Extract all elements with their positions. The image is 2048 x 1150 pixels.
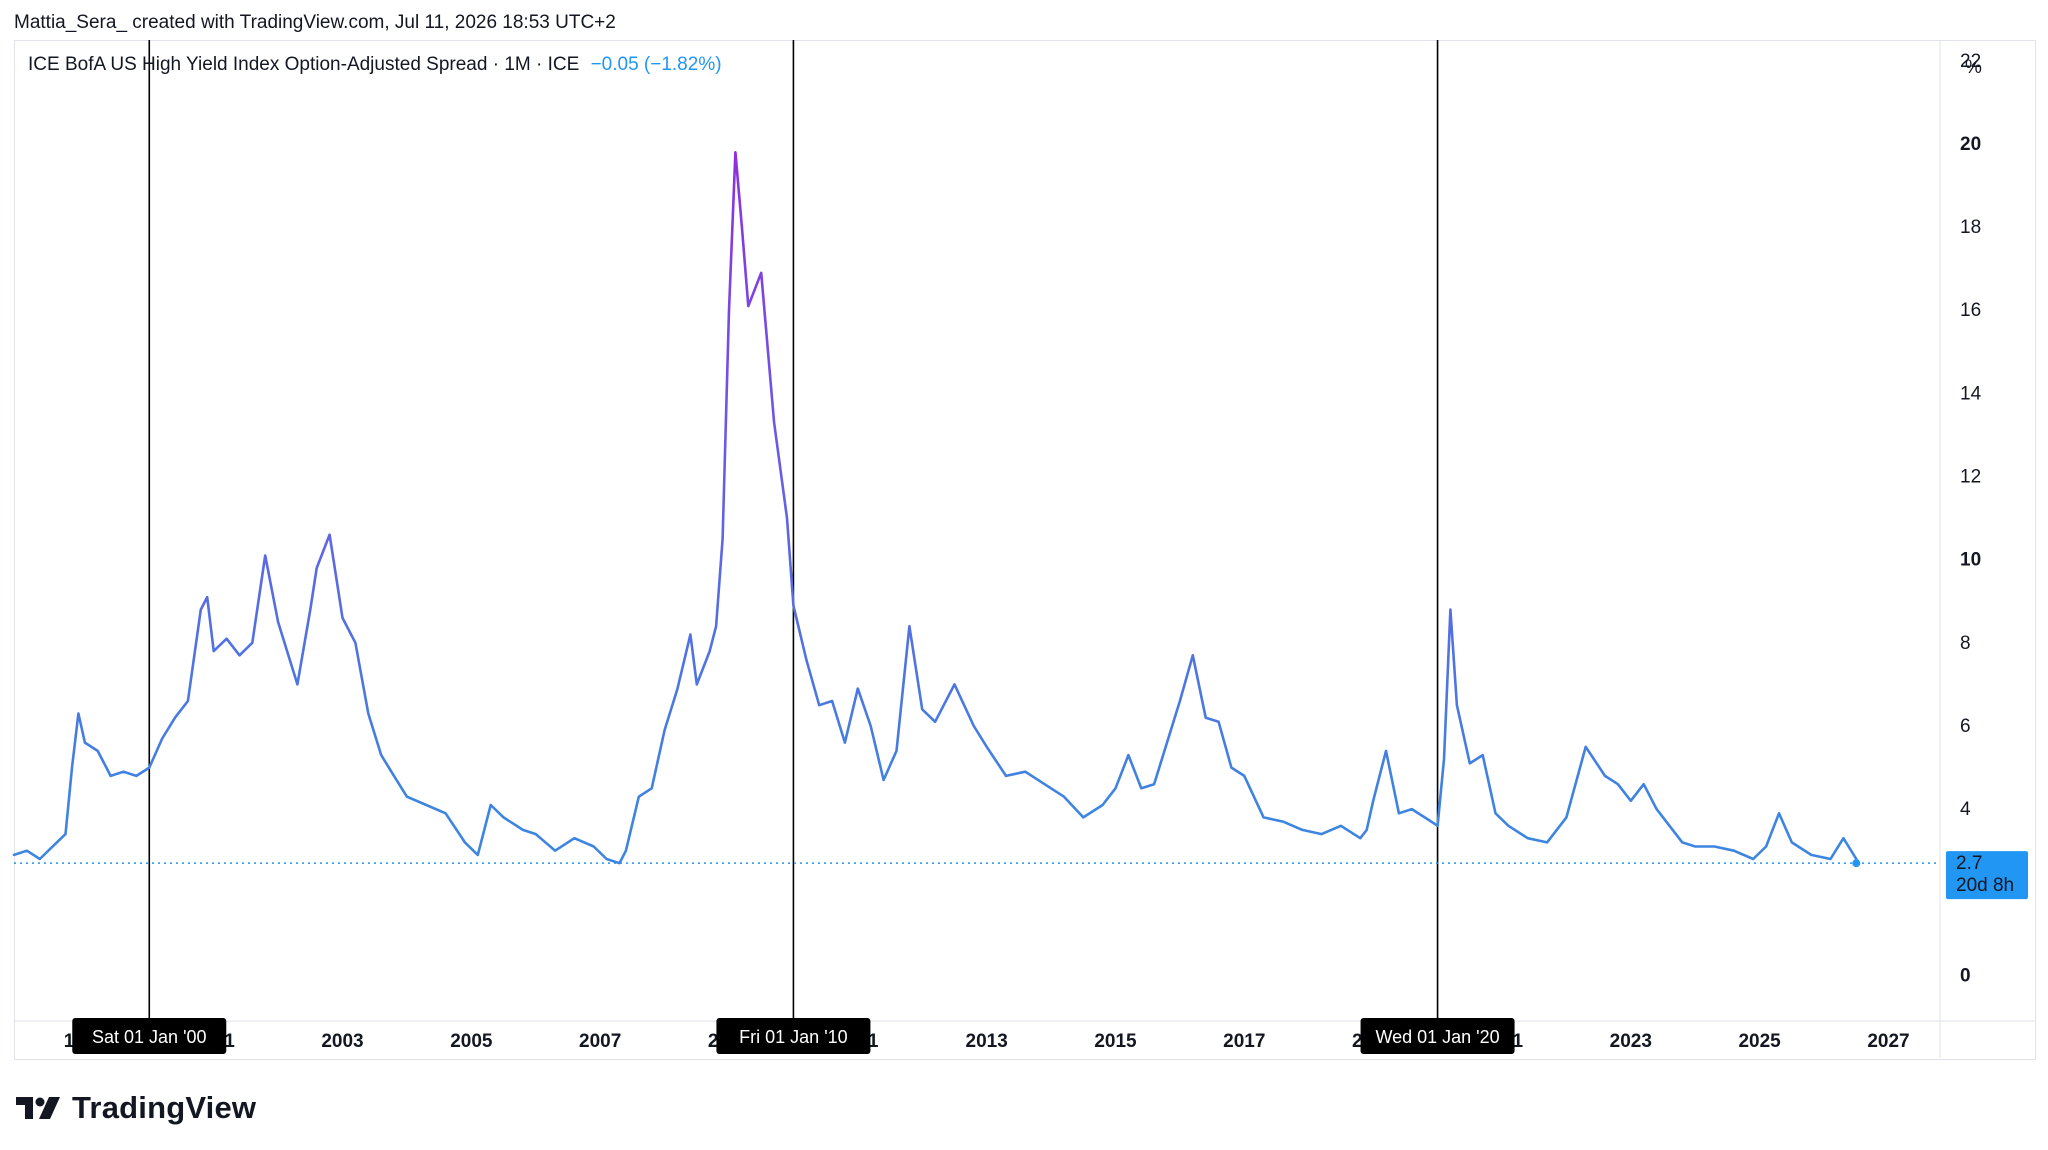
x-tick-label: 2027	[1867, 1031, 1909, 1052]
x-tick-label: 2025	[1738, 1031, 1781, 1052]
vertical-marker-label-box	[716, 1018, 871, 1054]
y-tick-label: 8	[1960, 633, 1971, 654]
chart-credit: Mattia_Sera_ created with TradingView.co…	[14, 12, 616, 33]
y-tick-label: 18	[1960, 217, 1981, 238]
price-scale-tag: 2.7 20d 8h	[1946, 851, 2028, 900]
tradingview-brand[interactable]: TradingView	[16, 1090, 256, 1126]
chart-frame	[14, 40, 2036, 1060]
price-scale-tag-box	[1946, 851, 2028, 900]
vertical-marker-label: Sat 01 Jan '00	[92, 1027, 207, 1047]
y-tick-label: 10	[1960, 550, 1981, 571]
y-tick-label: 6	[1960, 716, 1971, 737]
series-line[interactable]	[12, 151, 1858, 865]
vertical-markers-layer: Sat 01 Jan '00 Fri 01 Jan '10 Wed 01 Jan '…	[72, 40, 1515, 1054]
y-tick-label: 12	[1960, 467, 1981, 488]
brand-name: TradingView	[72, 1090, 257, 1125]
vertical-marker-label: Fri 01 Jan '10	[739, 1027, 848, 1047]
axes-layer: 0246810121416182022199920012003200520072…	[14, 40, 2036, 1058]
last-value-dot	[1852, 859, 1861, 868]
y-tick-label: 0	[1960, 965, 1971, 986]
y-tick-label: 4	[1960, 799, 1971, 820]
vertical-marker-label: Wed 01 Jan '20	[1375, 1027, 1499, 1047]
axis-unit-label: %	[1965, 57, 1982, 78]
x-tick-label: 2007	[579, 1031, 621, 1052]
x-tick-label: 2023	[1610, 1031, 1652, 1052]
x-tick-label: 2005	[450, 1031, 493, 1052]
x-tick-label: 2013	[966, 1031, 1008, 1052]
legend-title: ICE BofA US High Yield Index Option-Adju…	[28, 54, 580, 75]
price-scale-tag-value: 2.7	[1956, 853, 1982, 874]
tradingview-logo-icon	[16, 1095, 62, 1121]
y-tick-label: 22	[1960, 51, 1981, 72]
x-tick-label: 2015	[1094, 1031, 1137, 1052]
price-scale-tag-countdown: 20d 8h	[1956, 875, 2014, 896]
y-tick-label: 16	[1960, 300, 1981, 321]
series-layer	[12, 151, 1858, 865]
vertical-marker-label-box	[72, 1018, 227, 1054]
vertical-marker-label-box	[1360, 1018, 1515, 1054]
legend-change: −0.05 (−1.82%)	[590, 54, 722, 75]
series-legend[interactable]: ICE BofA US High Yield Index Option-Adju…	[28, 54, 722, 76]
y-tick-label: 20	[1960, 134, 1981, 155]
x-tick-label: 2017	[1223, 1031, 1265, 1052]
y-tick-label: 14	[1960, 383, 1982, 404]
x-tick-label: 2003	[321, 1031, 363, 1052]
